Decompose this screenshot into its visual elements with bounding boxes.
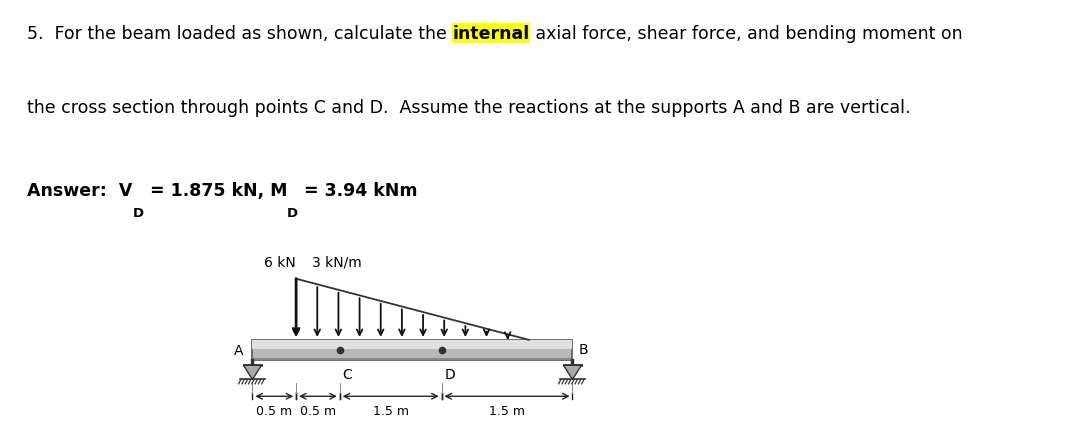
Text: = 1.875 kN, M: = 1.875 kN, M <box>144 181 287 200</box>
Text: D: D <box>133 206 144 219</box>
Bar <box>253 358 572 360</box>
Text: 5.  For the beam loaded as shown, calculate the: 5. For the beam loaded as shown, calcula… <box>27 25 453 43</box>
Text: B: B <box>578 342 588 356</box>
Text: 0.5 m: 0.5 m <box>256 404 293 417</box>
Text: axial force, shear force, and bending moment on: axial force, shear force, and bending mo… <box>529 25 962 43</box>
Text: 1.5 m: 1.5 m <box>489 404 525 417</box>
Text: the cross section through points C and D.  Assume the reactions at the supports : the cross section through points C and D… <box>27 99 910 117</box>
Text: 0.5 m: 0.5 m <box>300 404 336 417</box>
Text: Answer:  V: Answer: V <box>27 181 133 200</box>
Text: C: C <box>342 367 352 381</box>
Text: 3 kN/m: 3 kN/m <box>312 255 362 269</box>
Text: D: D <box>287 206 298 219</box>
Polygon shape <box>243 366 261 380</box>
Text: D: D <box>445 367 456 381</box>
Polygon shape <box>564 366 581 380</box>
Text: 6 kN: 6 kN <box>265 255 296 269</box>
Text: A: A <box>234 344 243 357</box>
Text: internal: internal <box>453 25 529 43</box>
Text: 1.5 m: 1.5 m <box>373 404 408 417</box>
Bar <box>253 340 572 349</box>
Bar <box>253 340 572 360</box>
Text: = 3.94 kNm: = 3.94 kNm <box>298 181 418 200</box>
